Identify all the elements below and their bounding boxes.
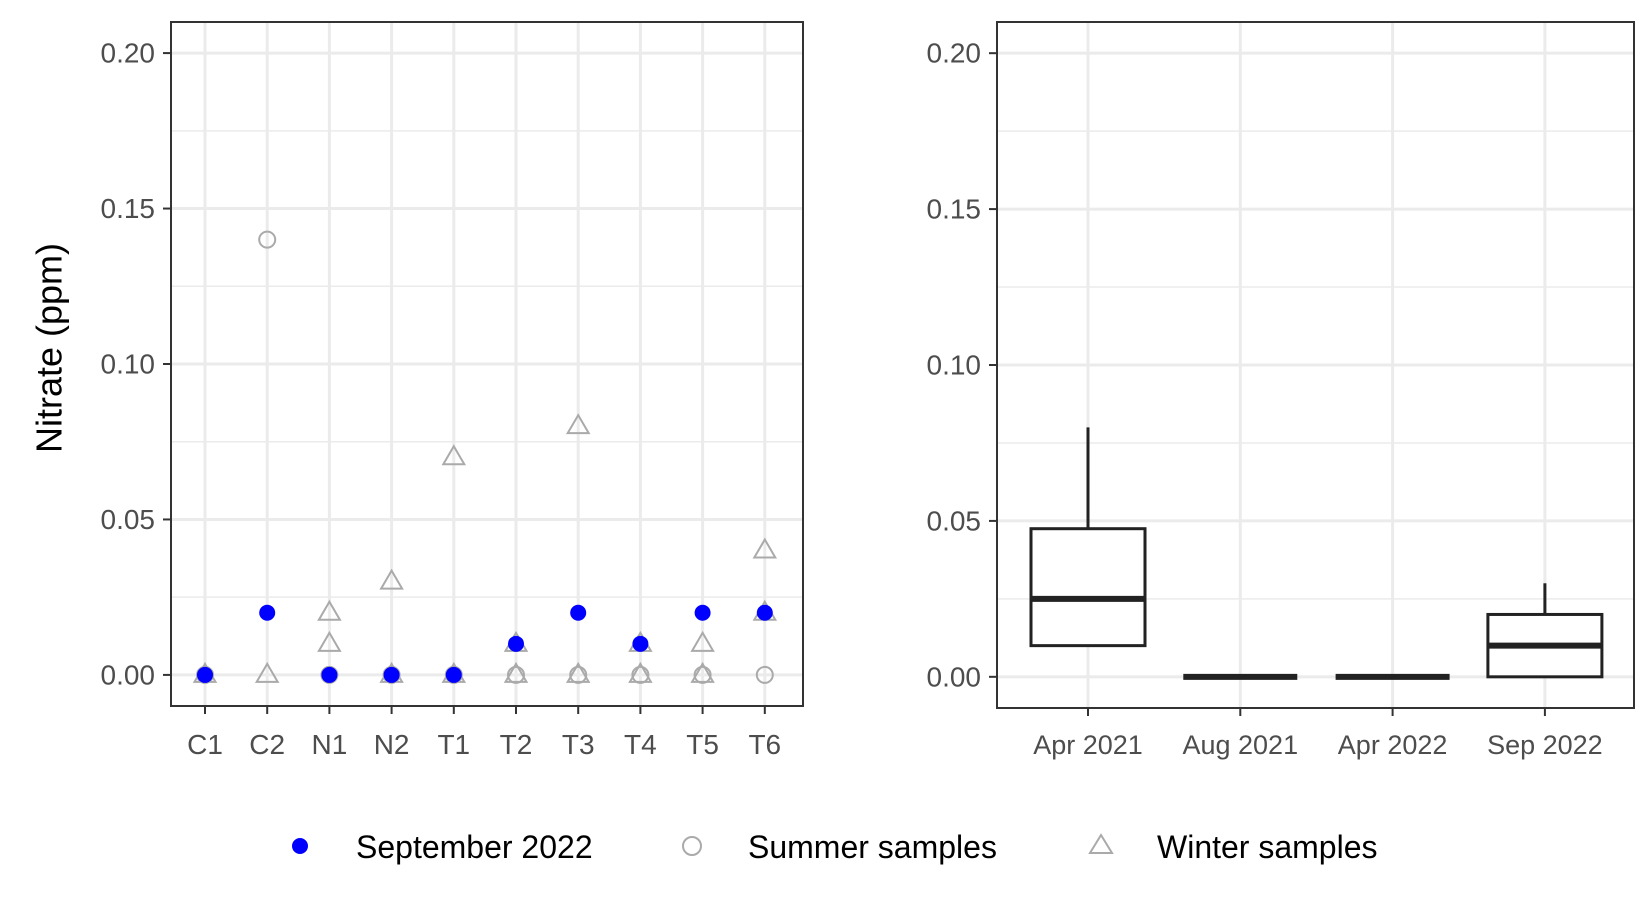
x-tick-label: N1: [312, 729, 348, 760]
boxplot-panel: 0.00 0.05 0.10 0.15 0.20 Apr 2021 Aug 2021 Apr …: [927, 21, 1635, 760]
september-2022-point: [756, 604, 773, 621]
winter-sample-point: [565, 413, 591, 435]
x-tick-label: N2: [374, 729, 410, 760]
september-2022-point: [445, 666, 462, 683]
y-tick-label: 0.15: [101, 193, 156, 224]
summer-sample-point: [258, 230, 277, 249]
september-2022-point: [632, 635, 649, 652]
y-tick-label: 0.20: [927, 38, 982, 69]
x-tick-label: Sep 2022: [1487, 730, 1603, 760]
y-tick-label: 0.10: [927, 350, 982, 381]
x-tick-label: C2: [249, 729, 285, 760]
winter-sample-point: [317, 599, 342, 621]
box-iqr: [1029, 527, 1147, 648]
winter-sample-point: [317, 630, 342, 652]
x-tick-label: Apr 2021: [1033, 730, 1143, 760]
y-axis-title: Nitrate (ppm): [29, 243, 70, 453]
x-tick-label: T1: [437, 729, 470, 760]
september-2022-point: [321, 666, 338, 683]
x-tick-label: T6: [748, 729, 781, 760]
scatter-panel: 0.00 0.05 0.10 0.15 0.20 C1 C2 N1 N2 T1 T2 T3 T4 T5 T6: [101, 21, 804, 760]
x-tick-label: T5: [686, 729, 719, 760]
september-2022-point: [570, 604, 587, 621]
legend-key-september: [292, 838, 308, 854]
y-tick-label: 0.10: [101, 349, 156, 380]
y-tick-label: 0.05: [927, 505, 982, 536]
y-tick-label: 0.00: [927, 661, 982, 692]
september-2022-point: [197, 666, 213, 683]
september-2022-point: [259, 604, 276, 621]
summer-sample-point: [631, 665, 650, 684]
september-2022-point: [383, 666, 400, 683]
legend-key-summer: [682, 836, 702, 856]
y-tick-label: 0.15: [927, 194, 982, 225]
legend: September 2022 Summer samples Winter sam…: [292, 829, 1378, 865]
legend-label-september: September 2022: [356, 829, 593, 865]
september-2022-point: [694, 604, 711, 621]
summer-sample-point: [569, 665, 588, 684]
y-tick-label: 0.00: [101, 659, 156, 690]
x-tick-label: Apr 2022: [1338, 730, 1448, 760]
y-tick-label: 0.20: [101, 38, 156, 69]
winter-sample-point: [254, 661, 280, 683]
x-tick-label: Aug 2021: [1182, 730, 1298, 760]
summer-sample-point: [755, 665, 774, 684]
winter-sample-point: [379, 568, 404, 590]
winter-sample-point: [752, 537, 778, 559]
legend-key-winter: [1088, 833, 1114, 854]
x-tick-label: C1: [187, 729, 223, 760]
september-2022-point: [508, 635, 524, 652]
legend-label-winter: Winter samples: [1157, 829, 1378, 865]
x-tick-label: T2: [500, 729, 533, 760]
summer-sample-point: [693, 665, 712, 684]
summer-sample-point: [507, 665, 525, 684]
legend-label-summer: Summer samples: [748, 829, 997, 865]
winter-sample-point: [441, 444, 467, 466]
x-tick-label: T4: [624, 729, 657, 760]
winter-sample-point: [690, 630, 715, 652]
y-tick-label: 0.05: [101, 504, 156, 535]
x-tick-label: T3: [562, 729, 595, 760]
